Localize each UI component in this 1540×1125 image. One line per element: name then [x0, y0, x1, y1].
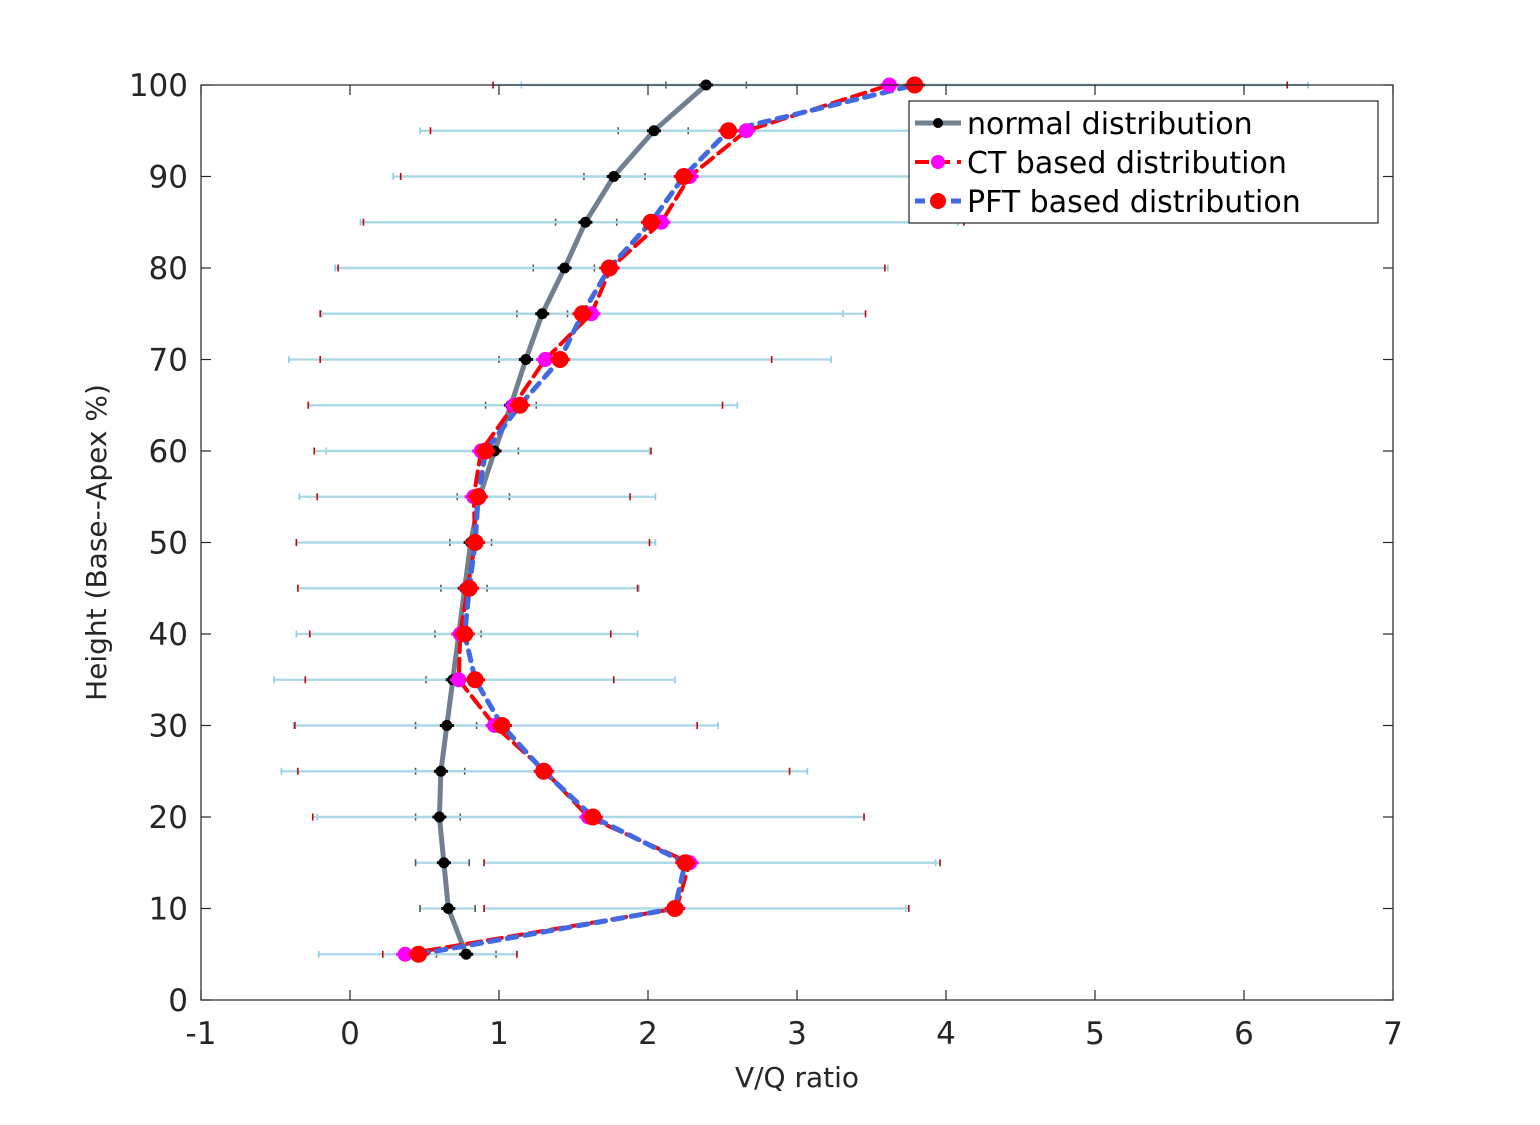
- x-tick-label: 6: [1234, 1016, 1254, 1052]
- y-tick-label: 0: [168, 983, 188, 1019]
- legend-label-1: normal distribution: [967, 107, 1253, 142]
- x-tick-label: 2: [638, 1016, 658, 1052]
- y-tick-label: 80: [149, 251, 188, 287]
- series-line-3: [416, 82, 918, 957]
- y-tick-label: 20: [149, 800, 188, 836]
- x-tick-label: 3: [787, 1016, 807, 1052]
- legend: normal distribution CT based distribution…: [908, 100, 1379, 224]
- y-tick-label: 70: [149, 343, 188, 379]
- x-tick-label: 1: [489, 1016, 509, 1052]
- y-tick-label: 60: [149, 434, 188, 470]
- y-axis-label: Height (Base--Apex %): [80, 384, 113, 701]
- legend-marker-3: [930, 193, 946, 209]
- legend-box: [908, 100, 1379, 224]
- x-tick-label: 7: [1383, 1016, 1403, 1052]
- legend-label-3: PFT based distribution: [967, 185, 1301, 220]
- plot-area: [201, 76, 1393, 1000]
- legend-label-2: CT based distribution: [967, 146, 1287, 181]
- x-tick-label: 4: [936, 1016, 956, 1052]
- x-tick-label: 0: [340, 1016, 360, 1052]
- y-tick-label: 40: [149, 617, 188, 653]
- y-tick-label: 30: [149, 709, 188, 745]
- y-tick-label: 100: [129, 68, 188, 104]
- y-tick-label: 10: [149, 892, 188, 928]
- y-tick-label: 50: [149, 526, 188, 562]
- legend-marker-1: [933, 118, 943, 128]
- legend-marker-2: [931, 155, 945, 169]
- x-tick-label: 5: [1085, 1016, 1105, 1052]
- y-tick-label: 90: [149, 160, 188, 196]
- x-tick-label: -1: [186, 1016, 217, 1052]
- x-axis-label: V/Q ratio: [735, 1061, 859, 1094]
